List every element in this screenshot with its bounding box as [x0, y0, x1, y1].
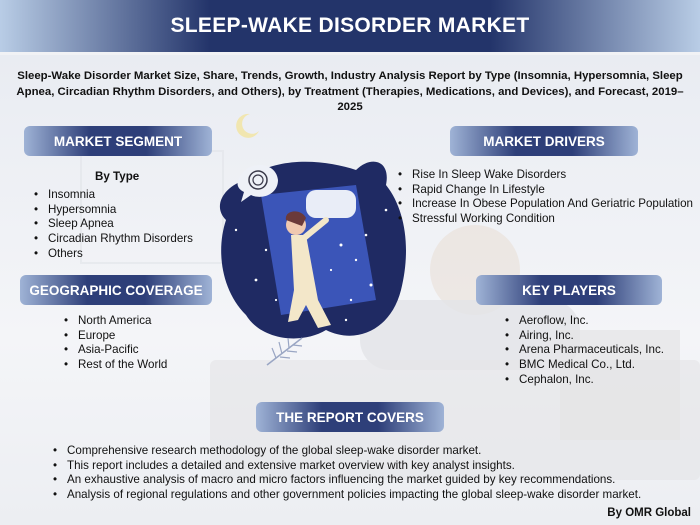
moon-icon: [236, 113, 259, 138]
list-item: Stressful Working Condition: [398, 212, 693, 227]
list-item: An exhaustive analysis of macro and micr…: [53, 473, 641, 488]
key-players-list: Aeroflow, Inc. Airing, Inc. Arena Pharma…: [505, 314, 664, 388]
list-item: Cephalon, Inc.: [505, 373, 664, 388]
geographic-coverage-list: North America Europe Asia-Pacific Rest o…: [64, 314, 167, 373]
leaf-icon: [266, 337, 303, 366]
list-item: Europe: [64, 329, 167, 344]
list-item: North America: [64, 314, 167, 329]
market-segment-heading: MARKET SEGMENT: [24, 126, 212, 156]
market-segment-list: Insomnia Hypersomnia Sleep Apnea Circadi…: [34, 188, 193, 262]
list-item: This report includes a detailed and exte…: [53, 459, 641, 474]
list-item: Sleep Apnea: [34, 217, 193, 232]
page-title: SLEEP-WAKE DISORDER MARKET: [170, 14, 530, 37]
title-banner: SLEEP-WAKE DISORDER MARKET: [0, 0, 700, 52]
footer-credit: By OMR Global: [607, 507, 691, 519]
list-item: Hypersomnia: [34, 203, 193, 218]
market-drivers-heading: MARKET DRIVERS: [450, 126, 638, 156]
list-item: Analysis of regional regulations and oth…: [53, 488, 641, 503]
list-item: Asia-Pacific: [64, 343, 167, 358]
list-item: Rest of the World: [64, 358, 167, 373]
list-item: Aeroflow, Inc.: [505, 314, 664, 329]
by-type-label: By Type: [95, 170, 140, 183]
list-item: Arena Pharmaceuticals, Inc.: [505, 343, 664, 358]
market-drivers-list: Rise In Sleep Wake Disorders Rapid Chang…: [398, 168, 693, 227]
list-item: Comprehensive research methodology of th…: [53, 444, 641, 459]
list-item: Circadian Rhythm Disorders: [34, 232, 193, 247]
list-item: Rapid Change In Lifestyle: [398, 183, 693, 198]
report-subtitle: Sleep-Wake Disorder Market Size, Share, …: [16, 70, 684, 113]
key-players-heading: KEY PLAYERS: [476, 275, 662, 305]
geographic-coverage-heading: GEOGRAPHIC COVERAGE: [20, 275, 212, 305]
report-covers-heading: THE REPORT COVERS: [256, 402, 444, 432]
list-item: Rise In Sleep Wake Disorders: [398, 168, 693, 183]
sleeping-person-illustration: [219, 161, 406, 339]
list-item: BMC Medical Co., Ltd.: [505, 358, 664, 373]
list-item: Insomnia: [34, 188, 193, 203]
list-item: Airing, Inc.: [505, 329, 664, 344]
list-item: Increase In Obese Population And Geriatr…: [398, 197, 693, 212]
list-item: Others: [34, 247, 193, 262]
report-covers-list: Comprehensive research methodology of th…: [53, 444, 641, 503]
